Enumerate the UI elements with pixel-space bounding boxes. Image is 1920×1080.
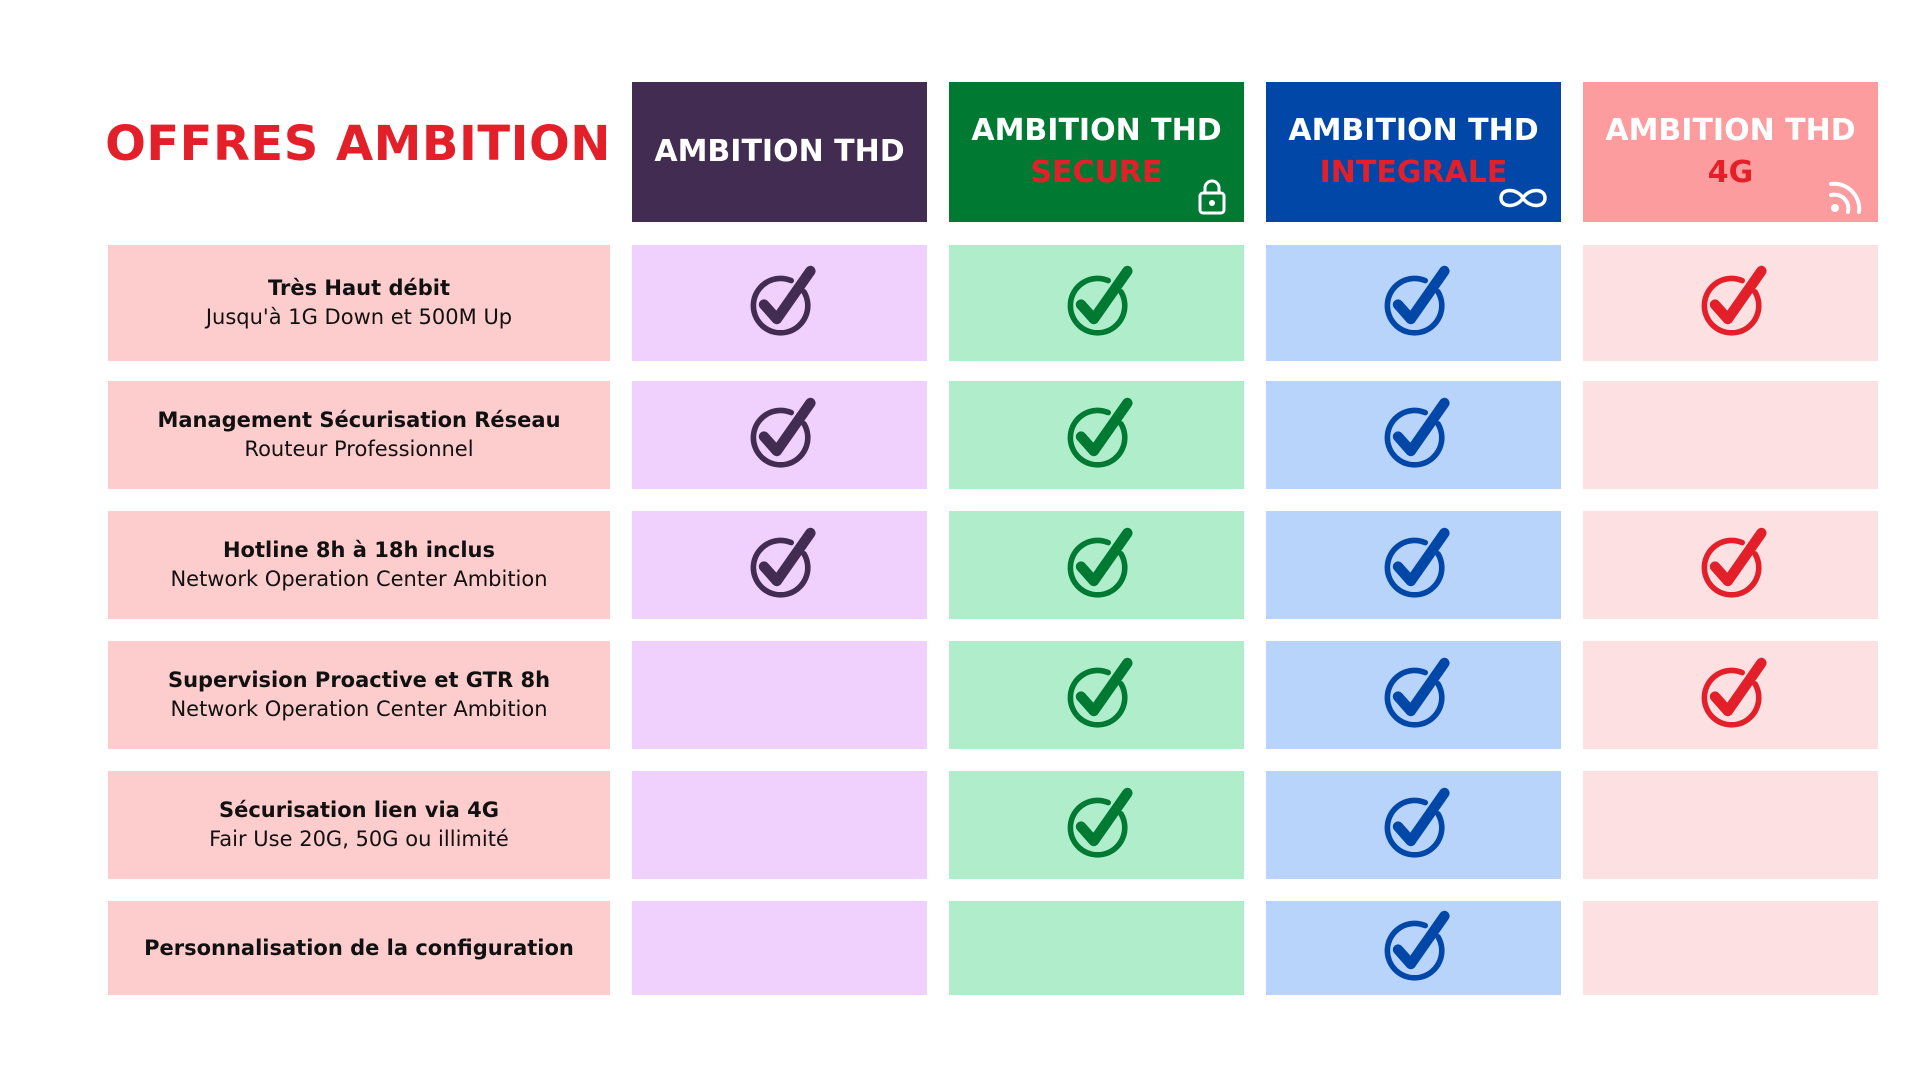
plan-header: AMBITION THD bbox=[632, 82, 927, 222]
plan-name: AMBITION THD bbox=[971, 113, 1222, 148]
feature-label: Management Sécurisation Réseau Routeur Pr… bbox=[108, 381, 610, 489]
plan-header: AMBITION THD SECURE bbox=[949, 82, 1244, 222]
feature-cell bbox=[632, 381, 927, 489]
plan-subtitle: SECURE bbox=[1030, 155, 1163, 190]
check-icon bbox=[750, 265, 816, 336]
plan-name: AMBITION THD bbox=[1288, 113, 1539, 148]
feature-name: Management Sécurisation Réseau bbox=[157, 408, 561, 432]
feature-cell bbox=[949, 771, 1244, 879]
check-icon bbox=[1701, 657, 1767, 728]
feature-detail: Jusqu'à 1G Down et 500M Up bbox=[205, 305, 513, 329]
feature-cell bbox=[949, 901, 1244, 995]
feature-detail: Network Operation Center Ambition bbox=[170, 697, 548, 721]
feature-cell bbox=[1266, 511, 1561, 619]
feature-cell bbox=[1583, 901, 1878, 995]
feature-cell bbox=[949, 381, 1244, 489]
check-icon bbox=[1701, 265, 1767, 336]
check-icon bbox=[1384, 657, 1450, 728]
check-icon bbox=[1067, 527, 1133, 598]
infinity-icon bbox=[1499, 188, 1547, 208]
check-icon bbox=[1067, 787, 1133, 858]
feature-name: Hotline 8h à 18h inclus bbox=[222, 538, 496, 562]
feature-detail: Routeur Professionnel bbox=[244, 437, 474, 461]
feature-cell bbox=[632, 901, 927, 995]
feature-label: Personnalisation de la configuration bbox=[108, 901, 610, 995]
feature-cell bbox=[1266, 381, 1561, 489]
plan-subtitle: 4G bbox=[1707, 155, 1754, 190]
check-icon bbox=[1384, 527, 1450, 598]
check-icon bbox=[1384, 265, 1450, 336]
feature-cell bbox=[949, 511, 1244, 619]
feature-cell bbox=[1583, 771, 1878, 879]
feature-cell bbox=[1266, 641, 1561, 749]
signal-icon bbox=[1829, 181, 1862, 214]
feature-cell bbox=[632, 641, 927, 749]
feature-cell bbox=[632, 245, 927, 361]
feature-cell bbox=[1266, 901, 1561, 995]
feature-name: Supervision Proactive et GTR 8h bbox=[167, 668, 551, 692]
feature-cell bbox=[1583, 245, 1878, 361]
check-icon bbox=[1067, 657, 1133, 728]
feature-label: Hotline 8h à 18h inclus Network Operation… bbox=[108, 511, 610, 619]
feature-label: Sécurisation lien via 4G Fair Use 20G, 50… bbox=[108, 771, 610, 879]
check-icon bbox=[750, 397, 816, 468]
check-icon bbox=[1384, 910, 1450, 981]
feature-name: Sécurisation lien via 4G bbox=[218, 798, 500, 822]
feature-name: Personnalisation de la configuration bbox=[144, 935, 574, 960]
feature-cell bbox=[632, 511, 927, 619]
plan-name: AMBITION THD bbox=[654, 134, 905, 169]
feature-detail: Fair Use 20G, 50G ou illimité bbox=[209, 827, 509, 851]
plan-header: AMBITION THD 4G bbox=[1583, 82, 1878, 222]
feature-cell bbox=[949, 641, 1244, 749]
feature-cell bbox=[1266, 245, 1561, 361]
feature-label: Très Haut débit Jusqu'à 1G Down et 500M U… bbox=[108, 245, 610, 361]
check-icon bbox=[1384, 397, 1450, 468]
feature-cell bbox=[1266, 771, 1561, 879]
feature-cell bbox=[632, 771, 927, 879]
plan-name: AMBITION THD bbox=[1605, 113, 1856, 148]
feature-cell bbox=[1583, 381, 1878, 489]
check-icon bbox=[1384, 787, 1450, 858]
lock-icon bbox=[1198, 179, 1226, 215]
check-icon bbox=[1067, 265, 1133, 336]
plan-header: AMBITION THD INTEGRALE bbox=[1266, 82, 1561, 222]
check-icon bbox=[1067, 397, 1133, 468]
feature-label: Supervision Proactive et GTR 8h Network O… bbox=[108, 641, 610, 749]
plan-subtitle: INTEGRALE bbox=[1319, 155, 1508, 190]
feature-name: Très Haut débit bbox=[267, 276, 451, 300]
feature-cell bbox=[949, 245, 1244, 361]
feature-cell bbox=[1583, 641, 1878, 749]
feature-detail: Network Operation Center Ambition bbox=[170, 567, 548, 591]
check-icon bbox=[1701, 527, 1767, 598]
feature-cell bbox=[1583, 511, 1878, 619]
check-icon bbox=[750, 527, 816, 598]
page-title: OFFRES AMBITION bbox=[105, 116, 611, 172]
